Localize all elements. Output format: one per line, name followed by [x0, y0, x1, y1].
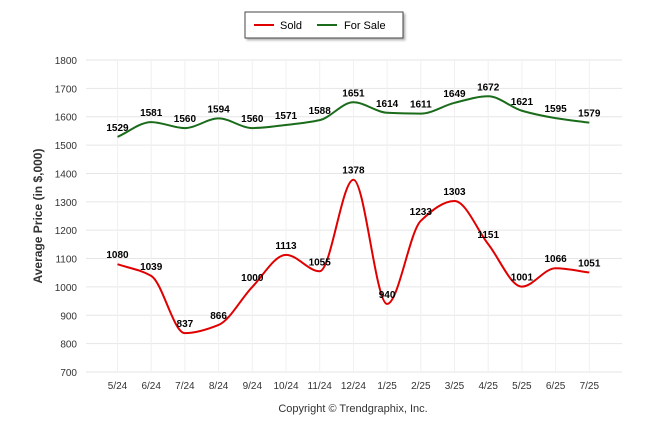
data-label-sold: 1378 — [342, 166, 365, 177]
data-label-sold: 1113 — [275, 241, 297, 252]
x-tick-label: 5/25 — [512, 381, 532, 392]
data-label-for-sale: 1621 — [511, 97, 534, 108]
y-tick-label: 1800 — [55, 56, 78, 67]
y-tick-label: 900 — [60, 311, 77, 322]
x-tick-label: 1/25 — [377, 381, 397, 392]
y-tick-label: 1200 — [55, 226, 78, 237]
data-label-for-sale: 1571 — [275, 111, 298, 122]
data-label-for-sale: 1588 — [309, 106, 332, 117]
data-label-sold: 1001 — [511, 273, 534, 284]
y-tick-label: 1100 — [55, 255, 77, 266]
data-label-for-sale: 1595 — [544, 104, 567, 115]
y-axis-label: Average Price (in $,000) — [31, 149, 45, 284]
x-tick-label: 9/24 — [243, 381, 263, 392]
x-tick-label: 7/25 — [580, 381, 600, 392]
data-label-for-sale: 1579 — [578, 109, 601, 120]
x-tick-label: 4/25 — [478, 381, 498, 392]
data-label-sold: 837 — [177, 319, 194, 330]
x-tick-label: 2/25 — [411, 381, 431, 392]
data-label-for-sale: 1614 — [376, 99, 399, 110]
data-label-sold: 1000 — [241, 273, 264, 284]
x-tick-label: 6/25 — [546, 381, 566, 392]
data-label-sold: 1039 — [140, 262, 163, 273]
y-tick-label: 700 — [60, 368, 77, 379]
data-label-for-sale: 1611 — [410, 100, 432, 111]
x-tick-label: 11/24 — [308, 381, 333, 392]
series-line-sold — [117, 178, 590, 335]
data-label-for-sale: 1529 — [106, 123, 129, 134]
data-label-for-sale: 1672 — [477, 82, 500, 93]
y-tick-label: 1600 — [55, 113, 78, 124]
y-tick-label: 1400 — [55, 169, 78, 180]
series-layer — [117, 95, 590, 335]
legend-label-sold: Sold — [280, 20, 302, 32]
x-tick-label: 7/24 — [175, 381, 195, 392]
data-label-for-sale: 1581 — [140, 108, 163, 119]
y-tick-label: 800 — [60, 340, 77, 351]
x-tick-label: 8/24 — [209, 381, 229, 392]
x-tick-label: 6/24 — [141, 381, 161, 392]
y-tick-label: 1500 — [55, 141, 78, 152]
x-tick-label: 10/24 — [273, 381, 298, 392]
data-label-for-sale: 1651 — [342, 88, 365, 99]
data-label-sold: 1303 — [443, 187, 466, 198]
data-label-for-sale: 1594 — [207, 104, 230, 115]
copyright-footer: Copyright © Trendgraphix, Inc. — [278, 403, 427, 415]
data-label-for-sale: 1560 — [241, 114, 264, 125]
x-axis-ticks: 5/24 6/24 7/24 8/24 9/24 10/24 11/24 12/24 1/25 2… — [108, 381, 600, 392]
data-labels: 1080 1039 837 866 1000 1113 1055 1378 940 1233 130… — [106, 82, 600, 330]
data-label-sold: 1233 — [410, 207, 433, 218]
legend-label-for-sale: For Sale — [344, 20, 386, 32]
data-label-for-sale: 1649 — [443, 89, 466, 100]
x-tick-label: 5/24 — [108, 381, 128, 392]
data-label-sold: 1151 — [477, 230, 499, 241]
legend: Sold For Sale — [244, 11, 404, 39]
data-label-sold: 1055 — [309, 257, 332, 268]
data-label-for-sale: 1560 — [174, 114, 197, 125]
x-tick-label: 12/24 — [341, 381, 366, 392]
data-label-sold: 866 — [210, 311, 227, 322]
data-label-sold: 1051 — [578, 258, 601, 269]
data-label-sold: 1066 — [544, 254, 567, 265]
y-tick-label: 1700 — [55, 84, 78, 95]
data-label-sold: 940 — [379, 290, 396, 301]
y-tick-label: 1000 — [55, 283, 78, 294]
series-line-for-sale — [117, 95, 590, 138]
y-axis-ticks: 700 800 900 1000 1100 1200 1300 1400 1500 1600 170… — [55, 56, 78, 379]
x-tick-label: 3/25 — [445, 381, 465, 392]
y-tick-label: 1300 — [55, 198, 78, 209]
gridlines — [86, 59, 622, 373]
data-label-sold: 1080 — [106, 250, 129, 261]
